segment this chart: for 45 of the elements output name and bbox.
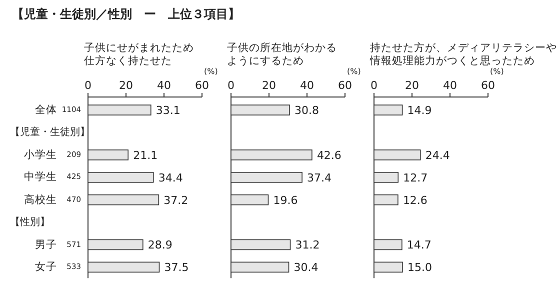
x-tick-label: 0 <box>370 79 378 92</box>
x-axis-title: (%) <box>347 67 361 76</box>
data-label: 15.0 <box>408 261 432 274</box>
chart-title: 持たせた方が、メディアリテラシーや情報処理能力がつくと思ったため <box>370 42 558 68</box>
data-label: 14.9 <box>407 104 432 117</box>
data-label: 42.6 <box>316 148 342 162</box>
chart-title: 【児童・生徒別／性別 ー 上位３項目】 <box>12 6 240 23</box>
y-tick-label: 中学生 <box>24 170 57 184</box>
data-label: 12.6 <box>402 194 428 207</box>
data-label: 14.7 <box>406 238 432 252</box>
data-label: 19.6 <box>273 194 298 207</box>
data-label: 24.4 <box>425 148 450 162</box>
data-label: 12.7 <box>403 171 428 184</box>
y-tick-label: 女子 <box>35 260 57 274</box>
data-label: 37.4 <box>307 171 332 184</box>
text: 【性別】 <box>10 216 50 230</box>
x-axis-title: (%) <box>204 67 218 76</box>
data-label: 37.2 <box>164 194 188 207</box>
y-tick-label: 高校生 <box>24 192 57 207</box>
x-tick-label: 20 <box>405 79 419 92</box>
data-label: 21.1 <box>133 148 158 162</box>
annotation: 【児童・生徒別】 <box>10 126 90 140</box>
chart-title: 子供の所在地がわかるようにするため <box>227 42 338 68</box>
y-tick-label: 男子 <box>35 238 57 252</box>
chart-subtitle: 子供にせがまれたため仕方なく持たせた <box>84 42 195 68</box>
x-axis-title: (%) <box>490 67 504 76</box>
x-tick-label: 20 <box>119 79 133 92</box>
x-tick-label: 20 <box>262 79 276 92</box>
x-tick-label: 60 <box>481 79 495 92</box>
data-label: 31.2 <box>295 238 320 252</box>
x-tick-label: 0 <box>84 79 92 92</box>
y-tick-label: 全体 <box>35 103 57 117</box>
x-tick-label: 0 <box>228 79 234 92</box>
x-tick-label: 40 <box>300 79 314 92</box>
data-label: 28.9 <box>148 238 172 252</box>
y-tick-label: 小学生 <box>24 148 57 162</box>
data-label: 34.4 <box>158 171 183 184</box>
x-tick-label: 60 <box>338 79 352 92</box>
x-tick-label: 40 <box>443 79 457 92</box>
data-label: 30.8 <box>294 104 320 117</box>
data-label: 33.1 <box>156 104 180 117</box>
data-label: 30.4 <box>294 261 318 274</box>
x-tick-label: 40 <box>157 79 171 92</box>
data-label: 37.5 <box>164 261 189 274</box>
x-tick-label: 60 <box>195 79 209 92</box>
